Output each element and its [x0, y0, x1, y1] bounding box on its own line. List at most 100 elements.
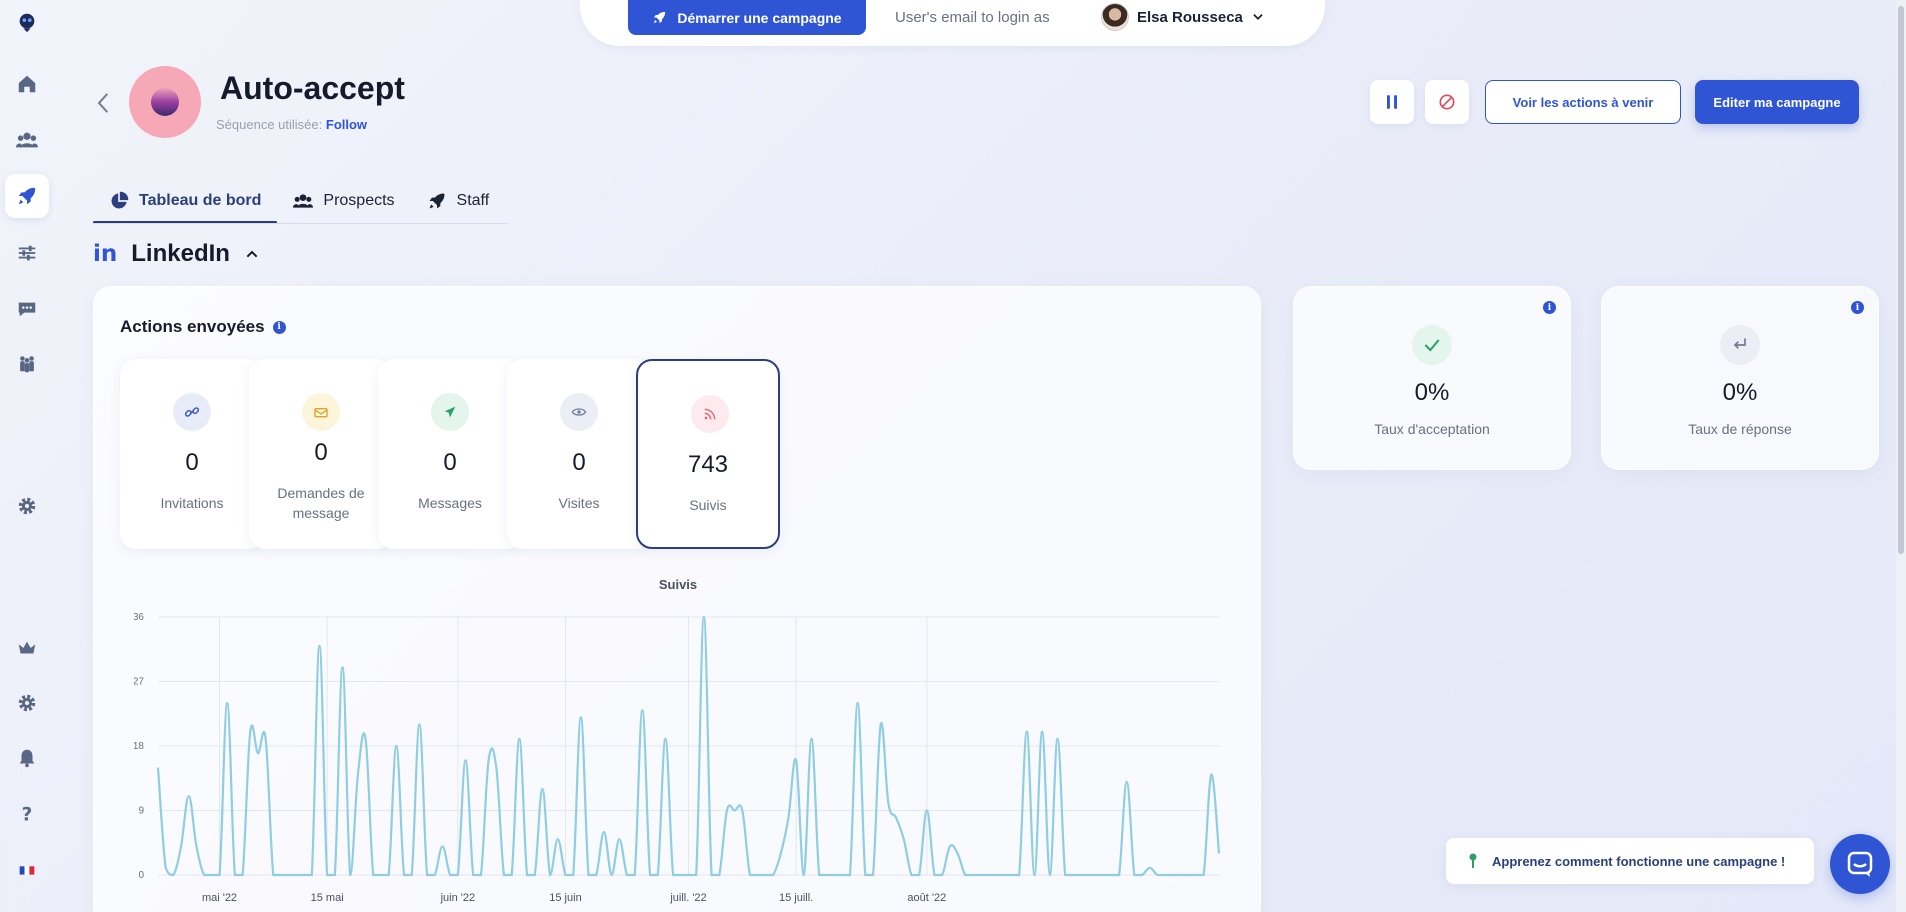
x-tick-label: juill. '22 — [669, 892, 706, 904]
stat-label: Demandes de message — [277, 485, 365, 521]
check-icon — [1412, 325, 1452, 365]
eye-icon — [560, 393, 598, 431]
envelope-icon — [302, 393, 340, 431]
stat-value: 0 — [185, 449, 199, 476]
users-icon — [293, 194, 314, 208]
user-selector[interactable]: Elsa Rousseca — [1101, 3, 1265, 31]
info-icon[interactable]: i — [1543, 301, 1556, 314]
learn-campaign-label: Apprenez comment fonctionne une campagne… — [1492, 853, 1786, 869]
ban-icon — [1439, 94, 1455, 110]
y-tick-label: 0 — [138, 870, 144, 881]
users-icon[interactable] — [5, 118, 49, 162]
info-icon[interactable]: i — [1851, 301, 1864, 314]
rocket-icon — [654, 11, 666, 24]
tab-staff[interactable]: Staff — [411, 178, 506, 224]
stat-value: 0 — [314, 439, 328, 466]
stat-label: Visites — [558, 495, 600, 511]
tab-prospects[interactable]: Prospects — [277, 178, 410, 224]
sidebar: ? — [0, 0, 54, 912]
rocket-icon[interactable] — [5, 174, 49, 218]
stat-card-suivis[interactable]: 743 Suivis — [636, 359, 780, 549]
campaign-image-icon — [151, 88, 179, 116]
linkedin-icon: in — [93, 241, 118, 267]
gear-icon[interactable] — [5, 681, 49, 725]
y-tick-label: 18 — [134, 741, 144, 752]
upcoming-actions-button[interactable]: Voir les actions à venir — [1485, 80, 1681, 124]
rate-label: Taux d'acceptation — [1374, 421, 1490, 437]
pin-icon — [1469, 853, 1477, 868]
tab-dashboard[interactable]: Tableau de bord — [93, 178, 278, 224]
tab-bar: Tableau de bord Prospects Staff — [93, 178, 505, 224]
rate-value: 0% — [1722, 379, 1758, 406]
chevron-left-icon — [97, 93, 109, 113]
chevron-up-icon — [246, 250, 258, 258]
top-bar: Démarrer une campagne User's email to lo… — [580, 0, 1325, 46]
stat-value: 0 — [443, 449, 457, 476]
scrollbar-thumb[interactable] — [1898, 6, 1904, 554]
start-campaign-label: Démarrer une campagne — [677, 9, 842, 26]
avatar — [1101, 3, 1129, 31]
linkedin-section-toggle[interactable]: in LinkedIn — [93, 240, 260, 268]
card-title-text: Actions envoyées — [120, 317, 265, 336]
sequence-label: Séquence utilisée: — [216, 117, 323, 132]
stat-card-demandes-de-message[interactable]: 0 Demandes de message — [249, 359, 393, 549]
x-tick-label: mai '22 — [202, 892, 237, 904]
rocket-icon — [429, 193, 445, 209]
logo-icon[interactable] — [5, 0, 49, 44]
pause-icon — [1387, 95, 1397, 109]
stat-card-messages[interactable]: 0 Messages — [378, 359, 522, 549]
rate-value: 0% — [1414, 379, 1450, 406]
start-campaign-button[interactable]: Démarrer une campagne — [628, 0, 866, 35]
x-tick-label: 15 juin — [549, 892, 581, 904]
campaign-avatar — [129, 66, 201, 138]
y-tick-label: 9 — [138, 806, 144, 817]
stop-button[interactable] — [1425, 80, 1469, 124]
x-tick-label: juin '22 — [440, 892, 476, 904]
filters-icon[interactable] — [5, 231, 49, 275]
crown-icon[interactable] — [5, 626, 49, 670]
edit-campaign-button[interactable]: Editer ma campagne — [1695, 80, 1859, 124]
stat-card-visites[interactable]: 0 Visites — [507, 359, 651, 549]
pause-button[interactable] — [1370, 80, 1414, 124]
stat-value: 743 — [687, 451, 729, 478]
reply-icon — [1720, 325, 1760, 365]
series-line-suivis — [156, 615, 1221, 877]
sequence-link[interactable]: Follow — [325, 117, 368, 132]
user-name: Elsa Rousseca — [1137, 8, 1243, 26]
actions-card: Actions envoyées i 0 Invitations 0 Deman… — [93, 286, 1261, 912]
x-tick-label: août '22 — [907, 892, 946, 904]
y-tick-label: 27 — [134, 677, 144, 688]
page-title: Auto-accept — [220, 70, 405, 106]
x-tick-label: 15 mai — [311, 892, 344, 904]
bell-icon[interactable] — [5, 736, 49, 780]
learn-campaign-widget[interactable]: Apprenez comment fonctionne une campagne… — [1446, 838, 1814, 884]
y-tick-label: 36 — [134, 612, 144, 623]
stat-label: Messages — [418, 495, 482, 511]
stat-value: 0 — [572, 449, 586, 476]
stat-label: Invitations — [160, 495, 224, 511]
tabs-divider — [93, 223, 508, 224]
back-button[interactable] — [92, 88, 116, 118]
chat-icon[interactable] — [5, 287, 49, 331]
chevron-down-icon — [1253, 14, 1263, 20]
x-tick-label: 15 juill. — [779, 892, 813, 904]
rate-card-response: i 0% Taux de réponse — [1601, 286, 1879, 470]
team-icon[interactable] — [5, 342, 49, 386]
info-icon[interactable]: i — [272, 320, 286, 334]
chat-bubble-icon — [1847, 851, 1873, 877]
login-as-hint: User's email to login as — [895, 9, 1050, 26]
link-icon — [173, 393, 211, 431]
stat-card-invitations[interactable]: 0 Invitations — [120, 359, 264, 549]
rss-icon — [691, 395, 729, 433]
help-icon[interactable]: ? — [5, 792, 49, 836]
page-scrollbar[interactable] — [1896, 0, 1906, 912]
rate-label: Taux de réponse — [1688, 421, 1792, 437]
support-chat-button[interactable] — [1830, 834, 1890, 894]
home-icon[interactable] — [5, 62, 49, 106]
sequence-info: Séquence utilisée: Follow — [216, 117, 367, 132]
tab-label: Staff — [456, 192, 490, 209]
gear-icon[interactable] — [5, 484, 49, 528]
section-title: LinkedIn — [131, 240, 230, 267]
french-flag-icon[interactable] — [5, 848, 49, 892]
svg-text:?: ? — [22, 804, 33, 825]
